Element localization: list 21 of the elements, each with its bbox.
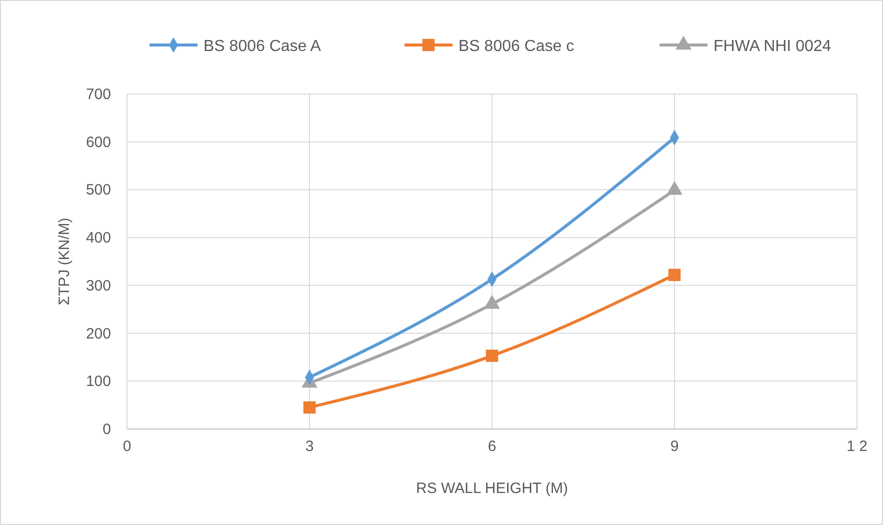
y-tick-label: 100 xyxy=(86,373,111,390)
y-tick-label: 300 xyxy=(86,277,111,294)
y-tick-label: 200 xyxy=(86,325,111,342)
legend-label: BS 8006 Case c xyxy=(458,38,574,55)
x-tick-label: 9 xyxy=(670,438,679,455)
y-tick-label: 0 xyxy=(102,421,111,438)
point xyxy=(668,268,681,282)
legend-label: FHWA NHI 0024 xyxy=(714,38,832,55)
y-tick-label: 600 xyxy=(86,134,111,151)
x-tick-label: 6 xyxy=(488,438,496,455)
x-tick-label: 1 2 xyxy=(846,438,868,455)
point xyxy=(486,350,498,362)
y-tick-label: 400 xyxy=(86,230,111,247)
y-tick-label: 700 xyxy=(86,86,111,103)
y-axis-title: ΣTPJ (KN/M) xyxy=(56,218,73,306)
x-tick-label: 0 xyxy=(122,438,132,455)
point xyxy=(303,401,316,414)
legend-label: BS 8006 Case A xyxy=(204,38,322,55)
y-tick-label: 500 xyxy=(86,182,111,199)
x-tick-label: 3 xyxy=(305,438,314,455)
x-axis-title: RS WALL HEIGHT (M) xyxy=(416,480,568,497)
